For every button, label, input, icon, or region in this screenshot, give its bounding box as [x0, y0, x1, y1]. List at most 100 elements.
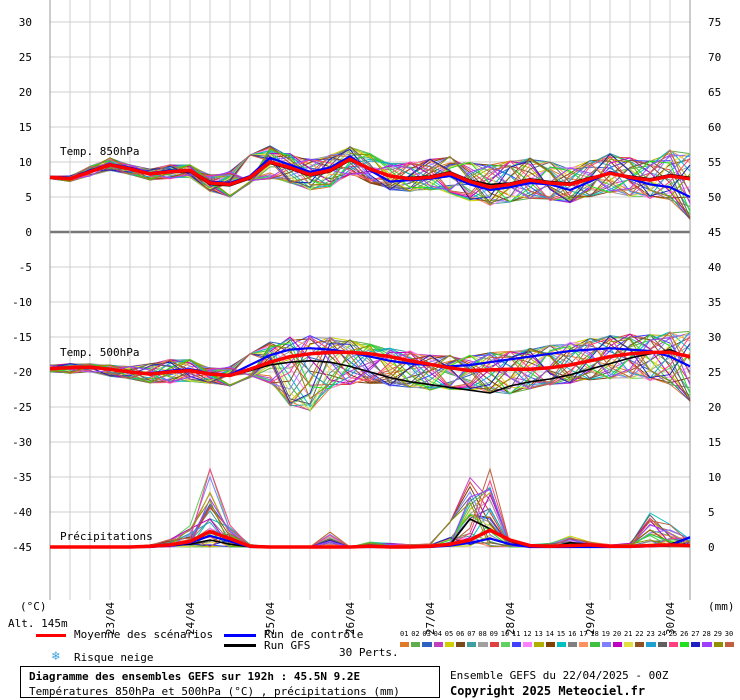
chart-title: Diagramme des ensembles GEFS sur 192h : … — [29, 670, 361, 683]
pert-line-t500 — [49, 336, 691, 402]
right-axis-unit: (mm) — [708, 600, 735, 613]
legend-control-label: Run de contrôle — [264, 628, 364, 641]
left-tick-label: 5 — [25, 191, 32, 204]
date-tick-label: 25/04 — [264, 602, 277, 635]
pert-number: 22 — [635, 630, 644, 638]
pert-line-t500 — [49, 331, 691, 407]
pert-line-t850 — [49, 148, 691, 203]
chart-title-box: Diagramme des ensembles GEFS sur 192h : … — [20, 666, 440, 698]
pert-number: 21 — [624, 630, 633, 638]
legend-gfs-label: Run GFS — [264, 639, 311, 652]
pert-swatch — [568, 642, 578, 647]
pert-number: 23 — [646, 630, 655, 638]
pert-swatch — [601, 642, 611, 647]
pert-swatch — [556, 642, 566, 647]
pert-swatch — [724, 642, 734, 647]
pert-swatch — [713, 642, 723, 647]
pert-number: 18 — [590, 630, 599, 638]
panel-label-precip: Précipitations — [60, 530, 153, 543]
right-tick-label: 50 — [708, 191, 721, 204]
pert-line-t500 — [49, 333, 691, 390]
pert-swatch — [489, 642, 499, 647]
right-tick-label: 45 — [708, 226, 721, 239]
pert-number: 14 — [545, 630, 555, 638]
legend-snow-label: Risque neige — [74, 651, 154, 664]
pert-number: 30 — [724, 630, 734, 638]
panel-label-t850: Temp. 850hPa — [60, 145, 139, 158]
snowflake-icon: ❄ — [52, 649, 60, 664]
pert-number: 29 — [713, 630, 723, 638]
pert-number: 04 — [433, 630, 443, 638]
pert-swatch — [657, 642, 667, 647]
pert-line-t500 — [49, 335, 691, 389]
pert-number: 27 — [691, 630, 700, 638]
right-tick-label: 75 — [708, 16, 721, 29]
pert-swatch — [612, 642, 622, 647]
date-tick-label: 29/04 — [584, 602, 597, 635]
left-tick-label: -10 — [12, 296, 32, 309]
right-tick-label: 60 — [708, 121, 721, 134]
pert-number: 09 — [489, 630, 499, 638]
right-tick-label: 30 — [708, 331, 721, 344]
left-tick-label: 0 — [25, 226, 32, 239]
left-tick-label: -40 — [12, 506, 32, 519]
pert-line-t850 — [49, 147, 691, 206]
left-tick-label: -20 — [12, 366, 32, 379]
pert-number: 08 — [478, 630, 487, 638]
pert-swatch — [590, 642, 600, 647]
right-tick-label: 15 — [708, 436, 721, 449]
right-tick-label: 0 — [708, 541, 715, 554]
series-line-precip — [50, 528, 691, 549]
pert-number: 02 — [411, 630, 420, 638]
pert-swatch — [702, 642, 712, 647]
pert-swatch — [433, 642, 443, 647]
right-tick-label: 35 — [708, 296, 721, 309]
date-tick-label: 30/04 — [664, 602, 677, 635]
pert-number: 16 — [568, 630, 577, 638]
pert-swatch — [467, 642, 477, 647]
series-line-t500 — [49, 350, 691, 378]
pert-line-t850 — [49, 156, 691, 220]
pert-swatch — [422, 642, 432, 647]
legend-control-swatch — [224, 634, 256, 637]
pert-swatch — [624, 642, 634, 647]
pert-number: 26 — [680, 630, 689, 638]
pert-line-t850 — [49, 149, 691, 198]
right-tick-label: 20 — [708, 401, 721, 414]
pert-line-t850 — [49, 146, 691, 202]
run-info: Ensemble GEFS du 22/04/2025 - 00Z — [450, 669, 669, 682]
right-tick-label: 25 — [708, 366, 721, 379]
right-tick-label: 40 — [708, 261, 721, 274]
pert-swatch — [411, 642, 421, 647]
legend-gfs-swatch — [224, 644, 256, 647]
left-tick-label: -25 — [12, 401, 32, 414]
pert-swatch — [456, 642, 466, 647]
pert-swatch — [545, 642, 555, 647]
pert-number: 03 — [422, 630, 431, 638]
perturbation-key: 01 02 03 04 05 06 07 08 09 10 11 12 13 14 15 16 17 18 19 20… — [400, 630, 736, 656]
pert-swatch — [444, 642, 454, 647]
pert-swatch — [523, 642, 533, 647]
left-axis-unit: (°C) — [20, 600, 47, 613]
legend-mean-label: Moyenne des scénarios — [74, 628, 214, 641]
pert-swatch — [534, 642, 544, 647]
pert-swatch — [680, 642, 690, 647]
pert-number: 12 — [523, 630, 532, 638]
left-tick-label: -45 — [12, 541, 32, 554]
pert-swatch — [512, 642, 522, 647]
pert-line-t500 — [49, 338, 691, 400]
legend-perts-label: 30 Perts. — [339, 646, 399, 659]
left-tick-label: 15 — [19, 121, 32, 134]
panel-label-t500: Temp. 500hPa — [60, 346, 139, 359]
pert-swatch — [668, 642, 678, 647]
chart-subtitle: Températures 850hPa et 500hPa (°C) , pré… — [29, 685, 400, 698]
pert-number: 20 — [612, 630, 622, 638]
pert-number: 25 — [668, 630, 678, 638]
right-tick-label: 5 — [708, 506, 715, 519]
left-tick-label: -30 — [12, 436, 32, 449]
left-tick-label: 30 — [19, 16, 32, 29]
left-tick-label: -35 — [12, 471, 32, 484]
pert-number: 01 — [400, 630, 409, 638]
pert-swatch — [500, 642, 510, 647]
